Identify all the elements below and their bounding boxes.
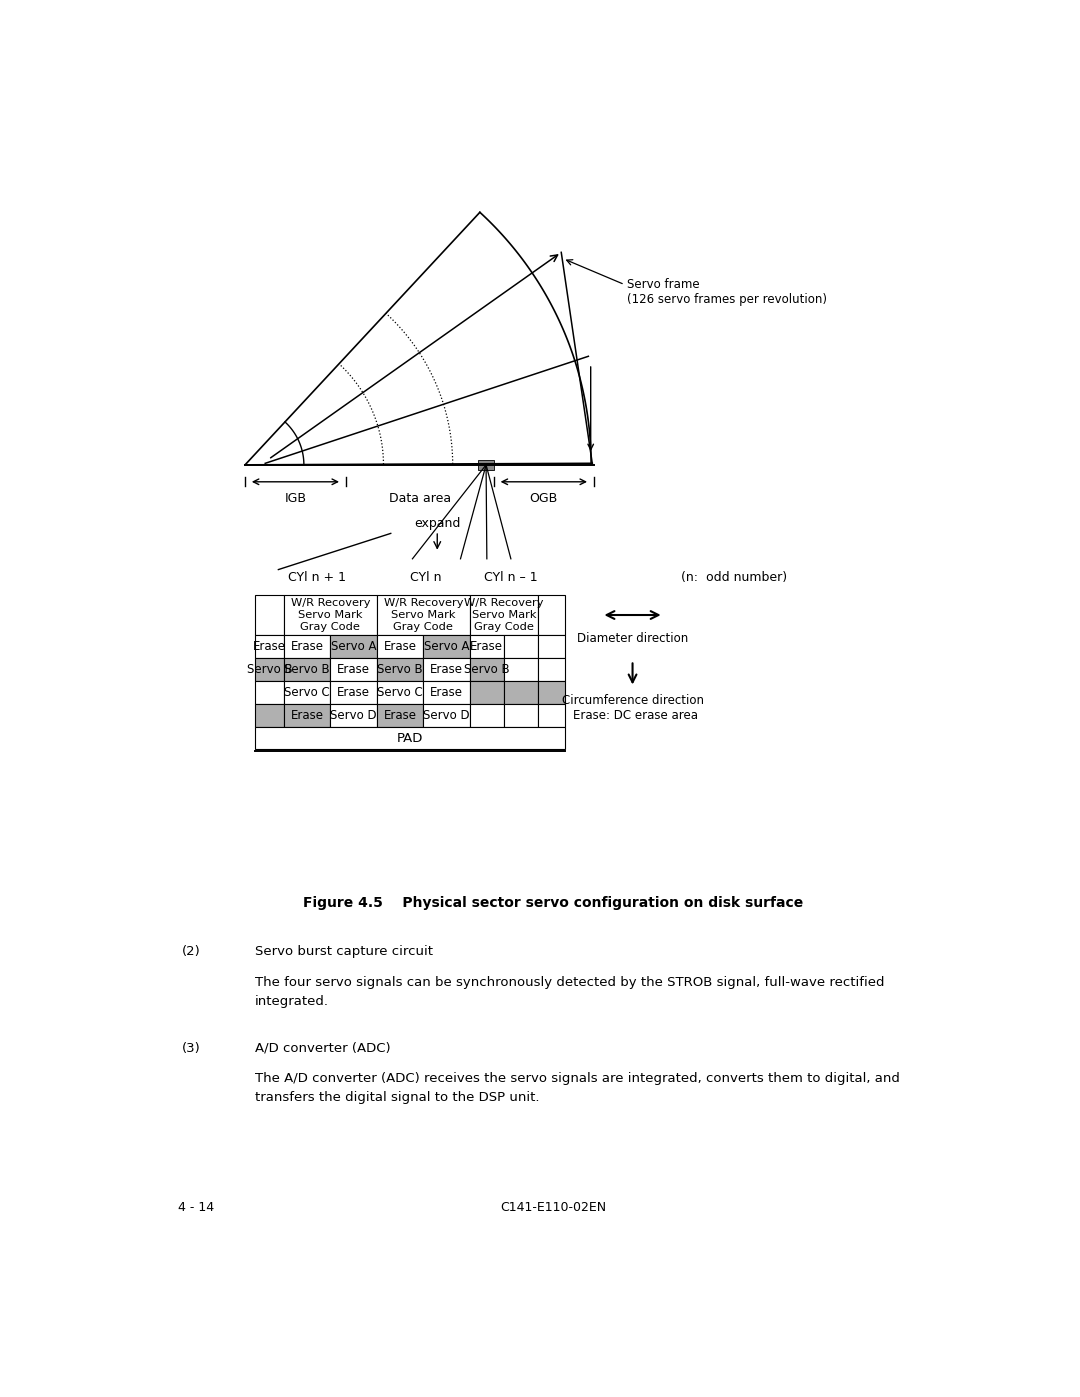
Text: Servo frame
(126 servo frames per revolution): Servo frame (126 servo frames per revolu… [627, 278, 827, 306]
Bar [470, 704, 504, 728]
Bar [538, 595, 565, 636]
Bar [284, 682, 330, 704]
Bar [423, 658, 470, 682]
Bar [377, 704, 423, 728]
Text: Servo D: Servo D [423, 710, 470, 722]
Text: Erase: Erase [337, 664, 370, 676]
Text: Erase: Erase [430, 664, 463, 676]
Text: Erase: Erase [383, 640, 417, 652]
Bar [255, 728, 565, 749]
Text: W/R Recovery
Servo Mark
Gray Code: W/R Recovery Servo Mark Gray Code [383, 598, 463, 631]
Bar [255, 595, 284, 636]
Text: IGB: IGB [284, 492, 307, 504]
Text: Servo B: Servo B [464, 664, 510, 676]
Bar [255, 658, 284, 682]
Text: Servo A: Servo A [330, 640, 376, 652]
Bar [470, 595, 538, 636]
Bar [504, 682, 538, 704]
Bar [377, 682, 423, 704]
Bar [284, 636, 330, 658]
Text: Erase: Erase [430, 686, 463, 700]
Bar [377, 658, 423, 682]
Text: Erase: Erase [471, 640, 503, 652]
Text: Servo C: Servo C [377, 686, 423, 700]
Bar [423, 636, 470, 658]
Text: Servo A: Servo A [423, 640, 470, 652]
Text: Servo D: Servo D [330, 710, 377, 722]
Text: W/R Recovery
Servo Mark
Gray Code: W/R Recovery Servo Mark Gray Code [291, 598, 370, 631]
Text: PAD: PAD [397, 732, 423, 745]
Bar [255, 682, 284, 704]
Bar [470, 682, 504, 704]
Text: OGB: OGB [529, 492, 558, 504]
Bar [330, 682, 377, 704]
Text: Erase: Erase [291, 710, 324, 722]
Text: expand: expand [414, 517, 460, 529]
Bar [330, 636, 377, 658]
Text: Diameter direction: Diameter direction [577, 631, 688, 645]
Text: Data area: Data area [389, 492, 450, 504]
Text: Servo C: Servo C [284, 686, 329, 700]
Bar [504, 636, 538, 658]
Text: A/D converter (ADC): A/D converter (ADC) [255, 1042, 391, 1055]
Text: Erase: DC erase area: Erase: DC erase area [572, 710, 698, 722]
Bar [255, 636, 284, 658]
Bar [377, 636, 423, 658]
Text: Servo B: Servo B [246, 664, 293, 676]
Text: The four servo signals can be synchronously detected by the STROB signal, full-w: The four servo signals can be synchronou… [255, 977, 885, 1009]
Text: CYl n: CYl n [410, 571, 442, 584]
Text: Erase: Erase [337, 686, 370, 700]
Bar [423, 704, 470, 728]
Text: (3): (3) [181, 1042, 200, 1055]
Bar [470, 658, 504, 682]
Text: C141-E110-02EN: C141-E110-02EN [500, 1200, 607, 1214]
Bar [504, 704, 538, 728]
Text: The A/D converter (ADC) receives the servo signals are integrated, converts them: The A/D converter (ADC) receives the ser… [255, 1073, 900, 1105]
Text: Circumference direction: Circumference direction [562, 693, 703, 707]
Text: Erase: Erase [383, 710, 417, 722]
Bar [330, 704, 377, 728]
Text: Erase: Erase [253, 640, 286, 652]
Bar [478, 460, 494, 469]
Text: Figure 4.5    Physical sector servo configuration on disk surface: Figure 4.5 Physical sector servo configu… [303, 895, 804, 909]
Bar [377, 595, 470, 636]
Bar [255, 704, 284, 728]
Text: Erase: Erase [291, 640, 324, 652]
Bar [423, 682, 470, 704]
Bar [504, 658, 538, 682]
Bar [538, 658, 565, 682]
Bar [538, 682, 565, 704]
Text: 4 - 14: 4 - 14 [177, 1200, 214, 1214]
Bar [538, 704, 565, 728]
Bar [284, 658, 330, 682]
Text: CYl n – 1: CYl n – 1 [484, 571, 538, 584]
Text: (2): (2) [181, 946, 200, 958]
Text: Servo B: Servo B [377, 664, 423, 676]
Bar [538, 636, 565, 658]
Bar [470, 636, 504, 658]
Text: (n:  odd number): (n: odd number) [681, 571, 787, 584]
Bar [284, 704, 330, 728]
Text: CYl n + 1: CYl n + 1 [288, 571, 346, 584]
Text: W/R Recovery
Servo Mark
Gray Code: W/R Recovery Servo Mark Gray Code [464, 598, 543, 631]
Text: Servo burst capture circuit: Servo burst capture circuit [255, 946, 433, 958]
Bar [284, 595, 377, 636]
Text: Servo B: Servo B [284, 664, 329, 676]
Bar [330, 658, 377, 682]
